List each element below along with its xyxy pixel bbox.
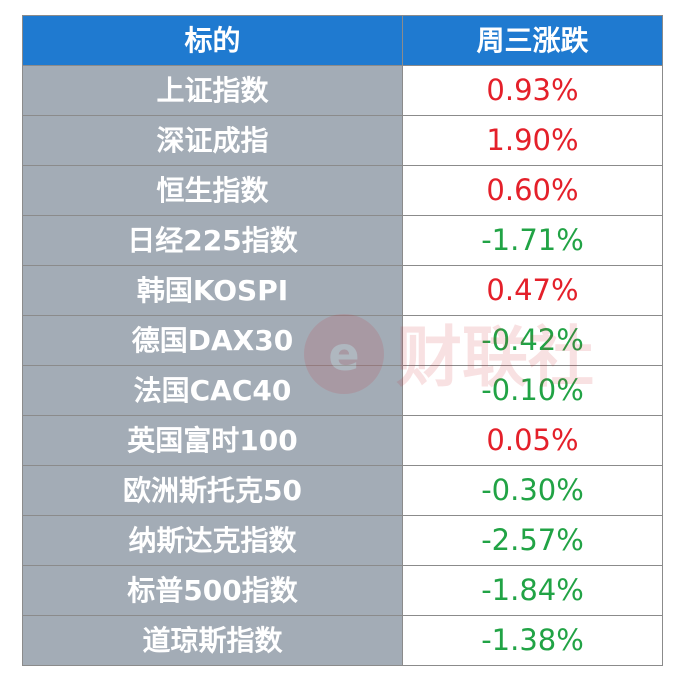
index-name: 德国DAX30 bbox=[22, 315, 403, 366]
index-change: -1.84% bbox=[402, 565, 663, 616]
table-row: 标普500指数 -1.84% bbox=[22, 565, 663, 616]
index-name: 纳斯达克指数 bbox=[22, 515, 403, 566]
table-row: 日经225指数 -1.71% bbox=[22, 215, 663, 266]
table-row: 德国DAX30 -0.42% bbox=[22, 315, 663, 366]
index-change: 1.90% bbox=[402, 115, 663, 166]
index-change: -1.71% bbox=[402, 215, 663, 266]
index-name: 法国CAC40 bbox=[22, 365, 403, 416]
index-name: 深证成指 bbox=[22, 115, 403, 166]
index-change: -2.57% bbox=[402, 515, 663, 566]
header-name: 标的 bbox=[22, 15, 403, 66]
index-name: 欧洲斯托克50 bbox=[22, 465, 403, 516]
index-name: 日经225指数 bbox=[22, 215, 403, 266]
table-row: 韩国KOSPI 0.47% bbox=[22, 265, 663, 316]
index-name: 道琼斯指数 bbox=[22, 615, 403, 666]
index-name: 韩国KOSPI bbox=[22, 265, 403, 316]
table-row: 欧洲斯托克50 -0.30% bbox=[22, 465, 663, 516]
table-row: 恒生指数 0.60% bbox=[22, 165, 663, 216]
table-row: 上证指数 0.93% bbox=[22, 65, 663, 116]
table-row: 深证成指 1.90% bbox=[22, 115, 663, 166]
index-name: 标普500指数 bbox=[22, 565, 403, 616]
index-change: -1.38% bbox=[402, 615, 663, 666]
index-change: -0.42% bbox=[402, 315, 663, 366]
index-change: 0.47% bbox=[402, 265, 663, 316]
index-name: 恒生指数 bbox=[22, 165, 403, 216]
index-change: 0.60% bbox=[402, 165, 663, 216]
index-name: 英国富时100 bbox=[22, 415, 403, 466]
table-row: 道琼斯指数 -1.38% bbox=[22, 615, 663, 666]
index-change: -0.10% bbox=[402, 365, 663, 416]
index-change: 0.93% bbox=[402, 65, 663, 116]
market-table-container: 标的 周三涨跌 上证指数 0.93% 深证成指 1.90% 恒生指数 0.60% 日经225… bbox=[22, 15, 663, 666]
table-row: 英国富时100 0.05% bbox=[22, 415, 663, 466]
index-change: -0.30% bbox=[402, 465, 663, 516]
index-change: 0.05% bbox=[402, 415, 663, 466]
table-row: 法国CAC40 -0.10% bbox=[22, 365, 663, 416]
market-change-table: 标的 周三涨跌 上证指数 0.93% 深证成指 1.90% 恒生指数 0.60% 日经225… bbox=[22, 15, 663, 666]
header-change: 周三涨跌 bbox=[402, 15, 663, 66]
table-row: 纳斯达克指数 -2.57% bbox=[22, 515, 663, 566]
table-body: 上证指数 0.93% 深证成指 1.90% 恒生指数 0.60% 日经225指数 -1.71%… bbox=[22, 65, 663, 666]
index-name: 上证指数 bbox=[22, 65, 403, 116]
table-header-row: 标的 周三涨跌 bbox=[22, 15, 663, 66]
